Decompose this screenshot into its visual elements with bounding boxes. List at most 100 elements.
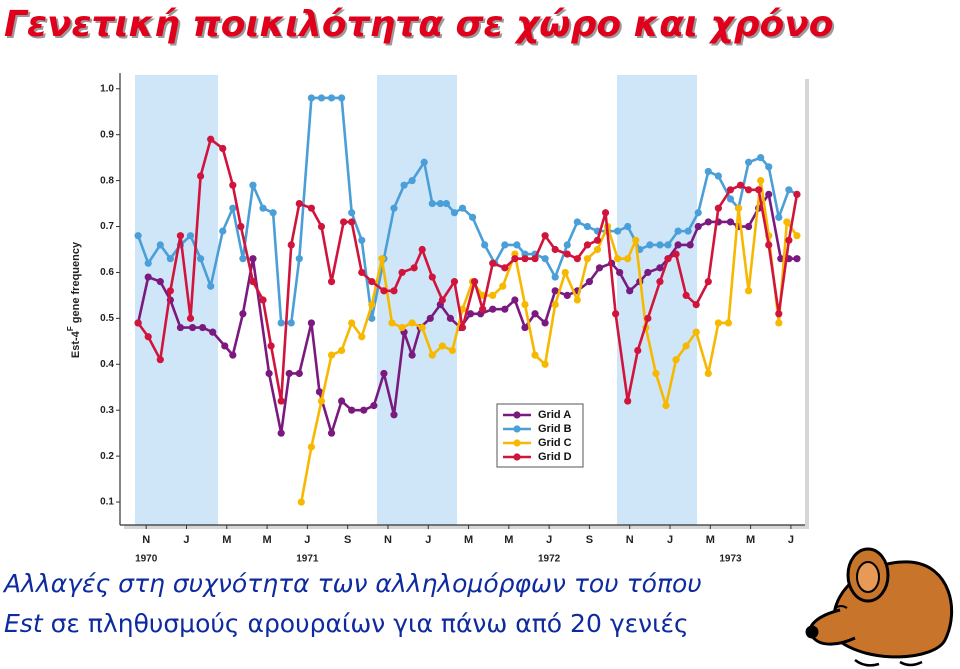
data-point bbox=[563, 250, 571, 258]
data-point bbox=[593, 236, 602, 244]
data-point bbox=[755, 186, 763, 194]
data-point bbox=[259, 296, 267, 304]
data-point bbox=[287, 241, 295, 249]
data-point bbox=[398, 323, 406, 332]
data-point bbox=[674, 241, 682, 249]
data-point bbox=[714, 172, 722, 180]
data-point bbox=[166, 255, 174, 263]
caption-text: σε πληθυσμούς αρουραίων για πάνω από 20 … bbox=[43, 609, 689, 638]
data-point bbox=[785, 236, 793, 244]
x-tick-label: N bbox=[384, 534, 392, 546]
y-tick-label: 0.9 bbox=[100, 129, 114, 140]
data-point bbox=[380, 369, 388, 378]
y-tick-label: 0.4 bbox=[100, 359, 114, 370]
data-point bbox=[672, 356, 680, 364]
y-tick-label: 0.6 bbox=[100, 267, 114, 278]
data-point bbox=[295, 199, 303, 208]
data-point bbox=[793, 255, 801, 263]
data-point bbox=[229, 204, 237, 212]
data-point bbox=[775, 213, 783, 221]
y-tick-label: 0.2 bbox=[100, 451, 114, 462]
data-point bbox=[259, 204, 267, 212]
data-point bbox=[757, 177, 765, 185]
data-point bbox=[156, 356, 164, 364]
y-label-text: Est-4 bbox=[70, 330, 82, 358]
data-point bbox=[144, 259, 152, 267]
data-point bbox=[176, 232, 185, 240]
data-point bbox=[783, 218, 791, 226]
data-point bbox=[614, 227, 622, 235]
slide-title: Γενετική ποικιλότητα σε χώρο και χρόνο bbox=[4, 4, 833, 45]
data-point bbox=[646, 241, 654, 249]
data-point bbox=[585, 278, 594, 286]
data-point bbox=[563, 291, 571, 300]
data-point bbox=[765, 163, 773, 171]
data-point bbox=[269, 209, 277, 217]
data-point bbox=[390, 287, 398, 295]
data-point bbox=[307, 319, 315, 327]
year-label: 1973 bbox=[719, 554, 742, 565]
data-point bbox=[793, 190, 801, 198]
data-point bbox=[156, 278, 164, 286]
data-point bbox=[601, 209, 610, 217]
data-point bbox=[458, 323, 467, 332]
data-point bbox=[186, 314, 195, 322]
data-point bbox=[499, 282, 507, 290]
data-point bbox=[327, 94, 336, 102]
data-point bbox=[765, 241, 773, 249]
data-point bbox=[436, 199, 444, 208]
year-label: 1972 bbox=[538, 554, 561, 565]
data-point bbox=[458, 204, 467, 212]
data-point bbox=[249, 255, 257, 263]
mouse-ear-inner bbox=[856, 561, 880, 593]
data-point bbox=[694, 222, 702, 231]
data-point bbox=[714, 204, 722, 212]
data-point bbox=[501, 305, 509, 313]
data-point bbox=[398, 268, 406, 277]
y-tick-label: 0.1 bbox=[100, 497, 114, 508]
data-point bbox=[692, 328, 700, 336]
x-tick-label: M bbox=[222, 534, 231, 546]
data-point bbox=[196, 255, 205, 263]
x-tick-label: N bbox=[142, 534, 150, 546]
data-point bbox=[390, 411, 398, 419]
data-point bbox=[360, 406, 368, 414]
data-point bbox=[757, 154, 765, 162]
data-point bbox=[489, 305, 497, 313]
data-point bbox=[370, 402, 378, 410]
data-point bbox=[744, 158, 753, 166]
data-point bbox=[521, 323, 529, 332]
data-point bbox=[714, 319, 722, 327]
legend-label: Grid D bbox=[538, 451, 572, 463]
mouse-nose bbox=[805, 625, 819, 639]
data-point bbox=[672, 250, 680, 258]
data-point bbox=[644, 268, 652, 277]
y-label-text: gene frequency bbox=[70, 241, 82, 326]
data-point bbox=[513, 241, 521, 249]
data-point bbox=[692, 300, 700, 309]
data-point bbox=[775, 310, 783, 318]
data-point bbox=[632, 236, 640, 244]
data-point bbox=[481, 241, 489, 249]
data-point bbox=[219, 227, 227, 235]
x-tick-label: M bbox=[464, 534, 473, 546]
data-point bbox=[511, 255, 519, 263]
data-point bbox=[277, 429, 285, 437]
data-point bbox=[726, 186, 735, 194]
plot bbox=[134, 94, 801, 506]
data-point bbox=[531, 310, 539, 318]
data-point bbox=[541, 319, 549, 327]
data-point bbox=[199, 323, 207, 332]
year-label: 1970 bbox=[135, 554, 158, 565]
mouse-eye bbox=[834, 605, 848, 609]
data-point bbox=[656, 278, 664, 286]
data-point bbox=[446, 314, 455, 322]
data-point bbox=[765, 190, 773, 198]
data-point bbox=[144, 333, 152, 341]
data-point bbox=[207, 135, 215, 143]
data-point bbox=[479, 305, 487, 313]
year-label: 1971 bbox=[296, 554, 319, 565]
legend-marker bbox=[513, 425, 521, 433]
data-point bbox=[489, 259, 497, 267]
